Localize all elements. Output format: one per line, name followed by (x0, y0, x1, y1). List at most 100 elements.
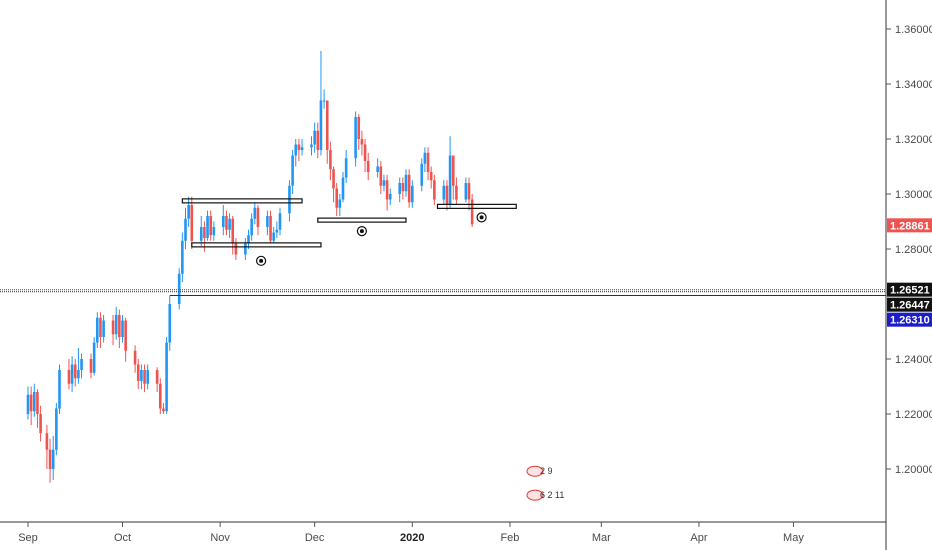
candle (379, 161, 383, 194)
candle-body (114, 315, 118, 335)
candle-body (203, 227, 206, 238)
candle-body (433, 180, 436, 200)
candle (58, 364, 61, 414)
event-marker[interactable]: 2 9 (526, 465, 553, 477)
candle-body (313, 130, 316, 145)
candle (26, 386, 30, 420)
candle-body (357, 117, 361, 139)
candle-body (297, 144, 301, 150)
candle (338, 194, 342, 216)
candle-body (319, 100, 323, 150)
candle-body (300, 147, 304, 150)
candle (92, 337, 96, 376)
candle (51, 436, 55, 480)
candle (36, 389, 39, 428)
candle-body (382, 180, 386, 186)
candle-body (225, 216, 228, 230)
time-tick-label: 2020 (400, 532, 424, 544)
candle (291, 150, 294, 194)
zone-rectangle[interactable] (436, 203, 517, 209)
candle-body (256, 207, 260, 227)
candle-body (464, 183, 468, 200)
price-tick-label: 1.28000 (895, 244, 932, 256)
time-tick-label: Mar (592, 532, 611, 544)
candle (429, 166, 433, 189)
candle-body (89, 359, 93, 373)
candle (133, 345, 137, 373)
candle (433, 174, 436, 205)
candle-body (294, 144, 298, 156)
candle (99, 312, 102, 348)
candle-body (146, 370, 149, 384)
candle-body (332, 169, 335, 189)
price-tick-label: 1.34000 (895, 79, 932, 91)
candle-body (385, 180, 389, 200)
candle (269, 210, 272, 244)
candle-body (206, 216, 209, 238)
zone-rectangle[interactable] (317, 217, 407, 223)
candle (136, 359, 140, 390)
candle-body (73, 364, 77, 379)
time-axis[interactable]: Sep Oct Nov Dec 2020 Feb Mar Apr May (18, 522, 804, 544)
candle-body (244, 243, 247, 255)
time-tick-label: Sep (18, 532, 38, 544)
candle-body (269, 216, 272, 241)
candle (146, 364, 149, 390)
eye-icon[interactable] (356, 226, 367, 237)
candle-body (411, 185, 414, 203)
horizontal-lines (0, 289, 886, 296)
candle (256, 205, 260, 236)
candle (212, 221, 216, 241)
price-tick-label: 1.32000 (895, 134, 932, 146)
candle-body (275, 229, 279, 233)
candle (39, 405, 42, 442)
candle (360, 130, 364, 156)
candle-body (234, 243, 238, 255)
candle-body (423, 152, 427, 164)
candle-body (55, 408, 58, 450)
eye-icon-pupil (479, 215, 484, 220)
price-tag: 1.26310 (887, 312, 932, 327)
eye-icon-pupil (259, 258, 264, 263)
candle (445, 180, 449, 211)
candle-body (77, 370, 80, 379)
zone-rectangle[interactable] (191, 242, 322, 248)
candle-body (184, 218, 187, 241)
price-tag: 1.26521 (887, 282, 932, 297)
zone-rectangle[interactable] (181, 198, 303, 204)
candle-body (102, 320, 105, 337)
candle (73, 359, 77, 387)
eye-icon[interactable] (256, 255, 267, 266)
candle (455, 177, 458, 205)
candle-body (80, 359, 83, 370)
candle-body (398, 183, 401, 194)
price-tick-label: 1.22000 (895, 409, 932, 421)
candle-body (442, 185, 446, 200)
time-tick-label: May (783, 532, 804, 544)
time-tick-label: Dec (305, 532, 325, 544)
candle-body (212, 227, 216, 236)
candle (140, 364, 143, 390)
candle-body (177, 273, 181, 304)
axes (0, 0, 887, 550)
candle (181, 232, 184, 282)
candle (278, 207, 282, 236)
candle (341, 172, 345, 203)
candle (111, 315, 115, 346)
candle-body (140, 370, 143, 381)
candle-body (29, 394, 33, 412)
candle (67, 359, 71, 390)
candle (247, 229, 250, 249)
eye-icon[interactable] (476, 212, 487, 223)
candle-body (363, 144, 367, 161)
candle (322, 89, 326, 109)
candle (272, 227, 275, 244)
price-axis[interactable]: 1.36000 1.34000 1.32000 1.30000 1.28000 1.240… (886, 24, 932, 476)
price-tag-background (887, 218, 932, 233)
event-marker[interactable]: 6 2 11 (526, 489, 564, 501)
candle (325, 100, 329, 164)
candle-body (228, 218, 231, 230)
candle-body (187, 205, 190, 219)
candle (187, 196, 190, 227)
